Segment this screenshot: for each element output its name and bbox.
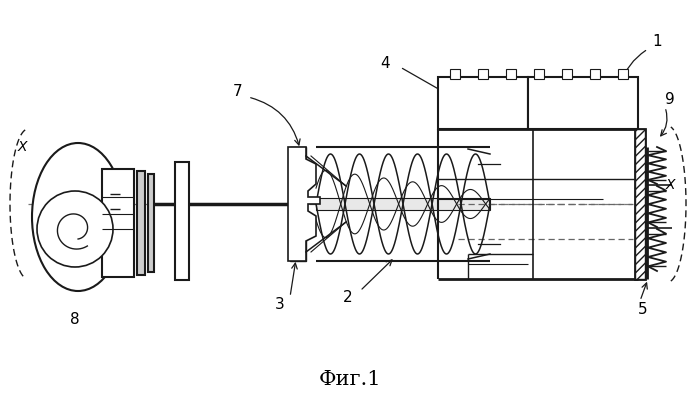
Bar [562, 70, 572, 80]
Text: 5: 5 [638, 302, 648, 317]
Bar [506, 70, 516, 80]
Text: 1: 1 [652, 34, 662, 49]
Bar [450, 70, 460, 80]
Text: 4: 4 [380, 55, 390, 70]
Text: 8: 8 [70, 312, 80, 327]
Bar [534, 70, 544, 80]
Bar [137, 172, 145, 275]
Ellipse shape [32, 144, 124, 291]
Text: 3: 3 [275, 297, 285, 312]
Bar [528, 78, 638, 130]
Text: 7: 7 [232, 84, 242, 99]
Bar [316, 198, 490, 211]
Circle shape [37, 192, 113, 267]
Bar [290, 148, 306, 261]
Text: Фиг.1: Фиг.1 [319, 370, 382, 389]
Bar [175, 162, 189, 280]
Text: 2: 2 [343, 290, 352, 305]
Text: X: X [17, 140, 27, 154]
Text: 9: 9 [665, 92, 675, 107]
Bar [618, 70, 628, 80]
Bar [635, 130, 645, 279]
Polygon shape [288, 148, 320, 261]
Bar [438, 78, 528, 130]
Bar [590, 70, 600, 80]
Bar [148, 174, 154, 272]
Bar [102, 170, 134, 277]
Bar [478, 70, 488, 80]
Bar [635, 130, 645, 279]
Text: X: X [665, 178, 675, 192]
